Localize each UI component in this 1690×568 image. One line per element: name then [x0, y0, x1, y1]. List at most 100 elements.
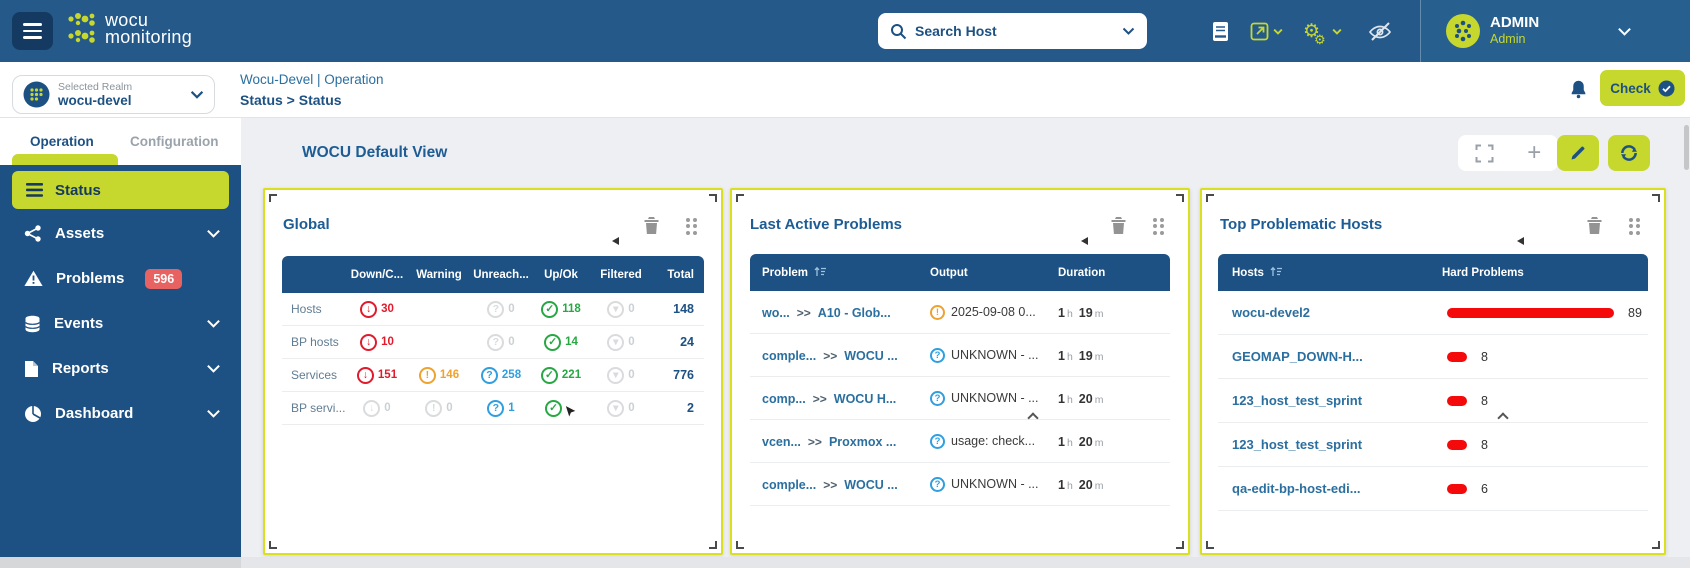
eye-slash-icon	[1368, 21, 1392, 41]
database-icon	[25, 315, 40, 332]
widget-last-active-problems: Last Active Problems Problem Output Dura…	[730, 188, 1190, 555]
realm-selector[interactable]: Selected Realm wocu-devel	[12, 75, 215, 114]
problem-host-link[interactable]: comple...	[762, 477, 817, 492]
refresh-icon	[1621, 145, 1637, 161]
host-link[interactable]: 123_host_test_sprint	[1232, 393, 1363, 408]
problem-row: comple... >> WOCU ... ? UNKNOWN - ... 1 h 19 m	[750, 334, 1170, 377]
down-icon: ↓	[363, 399, 381, 417]
book-icon	[1213, 21, 1228, 41]
row-label[interactable]: Hosts	[291, 302, 322, 316]
row-label[interactable]: Services	[291, 368, 338, 382]
problem-service-link[interactable]: A10 - Glob...	[817, 305, 891, 320]
breadcrumb-realm[interactable]: Wocu-Devel | Operation	[240, 72, 384, 87]
page-title: WOCU Default View	[302, 144, 448, 161]
external-links-menu[interactable]	[1250, 0, 1283, 62]
chevron-down-icon	[1332, 28, 1342, 35]
host-link[interactable]: 123_host_test_sprint	[1232, 437, 1363, 452]
sort-icon[interactable]	[814, 266, 827, 277]
filter-icon: ▾	[607, 333, 625, 351]
breadcrumb: Wocu-Devel | Operation Status > Status	[240, 71, 384, 109]
notifications-button[interactable]	[1563, 72, 1593, 106]
row-label[interactable]: BP servi...	[291, 401, 346, 415]
search-icon	[891, 23, 907, 39]
search-input[interactable]	[915, 23, 1114, 39]
host-search-box[interactable]	[878, 13, 1147, 49]
chevron-down-icon	[207, 229, 220, 238]
ok-icon: ✓	[545, 399, 562, 417]
host-link[interactable]: GEOMAP_DOWN-H...	[1232, 349, 1363, 364]
horizontal-scrollbar[interactable]	[0, 557, 1690, 568]
external-link-icon	[1250, 22, 1269, 40]
breadcrumb-page: Status > Status	[240, 92, 342, 108]
row-label[interactable]: BP hosts	[291, 335, 339, 349]
logo-word-1: wocu	[105, 10, 149, 30]
drag-handle[interactable]	[686, 217, 699, 237]
hamburger-menu-button[interactable]	[12, 12, 53, 50]
sidebar-menu: Status Assets Problems 596 Events Report…	[0, 165, 241, 557]
global-table: Down/C... Warning Unreach... Up/Ok Filte…	[282, 256, 704, 425]
table-row: BP hosts ↓ 10 ? 0 ✓ 14 ▾ 0 24	[282, 326, 704, 359]
host-link[interactable]: wocu-devel2	[1232, 305, 1311, 320]
sidebar-item-problems[interactable]: Problems 596	[0, 256, 241, 301]
problem-host-link[interactable]: comple...	[762, 348, 817, 363]
drag-handle[interactable]	[1153, 217, 1166, 237]
unknown-icon: ?	[930, 476, 945, 492]
problem-host-link[interactable]: wo...	[762, 305, 790, 320]
sidebar-item-events[interactable]: Events	[0, 301, 241, 346]
unknown-icon: ?	[930, 433, 945, 449]
problem-host-link[interactable]: comp...	[762, 391, 806, 406]
problem-count: 89	[1628, 305, 1642, 320]
problem-service-link[interactable]: Proxmox ...	[828, 434, 897, 449]
scroll-left-icon	[1517, 237, 1524, 245]
tab-operation[interactable]: Operation	[30, 134, 94, 149]
delete-widget-button[interactable]	[1586, 216, 1603, 238]
problem-service-link[interactable]: WOCU H...	[833, 391, 897, 406]
sidebar-tabs: Operation Configuration	[0, 118, 241, 165]
sort-icon[interactable]	[1270, 266, 1283, 277]
widget-title: Top Problematic Hosts	[1220, 216, 1383, 233]
problems-count-badge: 596	[145, 268, 183, 289]
gears-icon: ⚙ ⚙	[1303, 20, 1326, 47]
check-button[interactable]: Check	[1600, 70, 1685, 106]
add-widget-button[interactable]: +	[1527, 139, 1542, 166]
unknown-icon: ?	[487, 333, 505, 351]
filter-icon: ▾	[607, 366, 625, 384]
problems-table: Problem Output Duration wo... >> A10 - Glo…	[750, 254, 1170, 506]
sidebar-item-status[interactable]: Status	[12, 171, 229, 209]
view-toolbar: +	[1458, 135, 1558, 171]
trash-icon	[644, 217, 659, 234]
problem-service-link[interactable]: WOCU ...	[844, 348, 898, 363]
user-menu[interactable]: ADMIN Admin	[1420, 0, 1690, 62]
warning-icon: !	[930, 304, 945, 320]
host-link[interactable]: qa-edit-bp-host-edi...	[1232, 481, 1361, 496]
tools-menu[interactable]: ⚙ ⚙	[1303, 0, 1342, 62]
share-nodes-icon	[24, 225, 41, 242]
host-service-separator: >>	[807, 434, 822, 449]
edit-view-button[interactable]	[1557, 135, 1599, 171]
realm-value: wocu-devel	[58, 93, 132, 108]
hide-toggle-button[interactable]	[1368, 0, 1393, 62]
delete-widget-button[interactable]	[1110, 216, 1127, 238]
sidebar-item-assets[interactable]: Assets	[0, 211, 241, 256]
down-icon: ↓	[356, 366, 374, 384]
delete-widget-button[interactable]	[643, 216, 660, 238]
mouse-cursor	[564, 403, 577, 419]
global-table-header: Down/C... Warning Unreach... Up/Ok Filte…	[282, 256, 704, 293]
vertical-scrollbar-thumb[interactable]	[1684, 125, 1689, 170]
problem-host-link[interactable]: vcen...	[762, 434, 801, 449]
pencil-icon	[1571, 146, 1585, 160]
problem-bar	[1447, 439, 1467, 450]
chevron-down-icon	[207, 409, 220, 418]
tab-configuration[interactable]: Configuration	[130, 134, 219, 149]
sidebar-item-reports[interactable]: Reports	[0, 346, 241, 391]
refresh-view-button[interactable]	[1608, 135, 1650, 171]
top-navbar: wocu monitoring ⚙⚙ ADMIN Admin	[0, 0, 1690, 62]
fullscreen-button[interactable]	[1475, 144, 1494, 163]
host-service-separator: >>	[823, 477, 838, 492]
docs-button[interactable]	[1212, 0, 1229, 62]
sidebar-item-dashboard[interactable]: Dashboard	[0, 391, 241, 436]
drag-handle[interactable]	[1629, 217, 1642, 237]
problem-service-link[interactable]: WOCU ...	[844, 477, 898, 492]
